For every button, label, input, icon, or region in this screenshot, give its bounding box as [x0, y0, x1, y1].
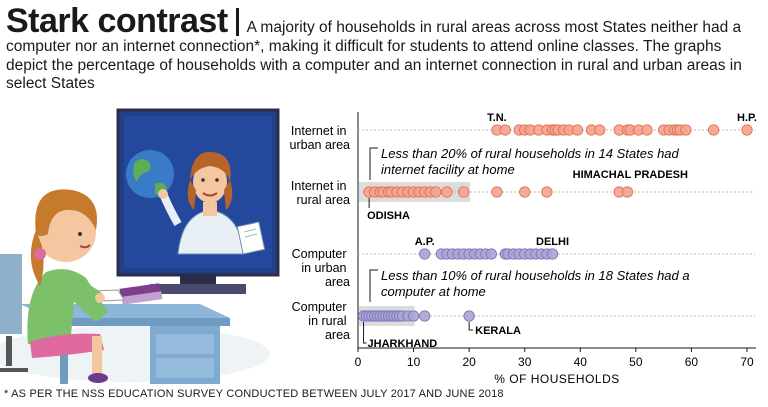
label-himachal-pradesh: HIMACHAL PRADESH — [573, 169, 688, 181]
label-andhra-pradesh: A.P. — [415, 236, 435, 248]
label-jharkhand: JHARKHAND — [368, 338, 438, 350]
label-odisha: ODISHA — [367, 210, 410, 222]
rural-computer-note: Less than 10% of rural households in 18 … — [381, 268, 693, 299]
x-tick-label: 20 — [462, 355, 476, 369]
x-tick-label: 10 — [407, 355, 421, 369]
online-class-illustration — [0, 108, 280, 384]
label-himachal-pradesh-short: H.P. — [737, 112, 757, 124]
data-point — [419, 310, 431, 322]
row-label-computer-urban: Computer in urban area — [292, 247, 350, 289]
data-point — [741, 124, 753, 136]
rural-internet-note: Less than 20% of rural households in 14 … — [381, 146, 682, 177]
data-point — [621, 186, 634, 198]
x-axis-label: % OF HOUSEHOLDS — [494, 372, 620, 386]
label-delhi: DELHI — [536, 236, 569, 248]
rural-internet-note-bracket — [369, 147, 378, 180]
data-point — [546, 248, 559, 260]
data-point — [680, 124, 692, 136]
data-point — [708, 124, 720, 136]
x-tick-label: 30 — [518, 355, 532, 369]
data-point — [407, 310, 420, 322]
data-point — [519, 186, 531, 198]
title-divider — [235, 8, 239, 36]
data-point — [571, 124, 584, 136]
data-point — [491, 186, 503, 198]
row-label-computer-rural: Computer in rural area — [292, 300, 350, 342]
data-point — [485, 248, 498, 260]
data-point — [541, 186, 553, 198]
x-tick-label: 50 — [629, 355, 643, 369]
data-point — [594, 124, 606, 136]
x-tick-label: 70 — [740, 355, 754, 369]
row-label-internet-urban: Internet in urban area — [290, 124, 351, 152]
x-axis-ticks: 0 10 20 30 40 50 60 70 — [355, 348, 754, 369]
data-points — [357, 124, 753, 322]
data-point — [419, 248, 431, 260]
row-label-internet-rural: Internet in rural area — [291, 179, 350, 207]
data-point — [499, 124, 511, 136]
data-point — [441, 186, 453, 198]
label-kerala: KERALA — [475, 325, 521, 337]
data-point — [641, 124, 653, 136]
jharkhand-pointer — [363, 322, 367, 344]
x-tick-label: 0 — [355, 355, 362, 369]
footnote: * AS PER THE NSS EDUCATION SURVEY CONDUC… — [4, 388, 504, 400]
header: Stark contrast A majority of households i… — [6, 4, 764, 94]
rural-computer-note-bracket — [369, 269, 378, 302]
households-dot-plot: Internet in urban area Internet in rural… — [290, 112, 757, 386]
data-point — [430, 186, 442, 198]
data-point — [457, 186, 470, 198]
intro-text: A majority of households in rural areas … — [6, 19, 742, 92]
data-point — [463, 310, 475, 322]
label-tamil-nadu: T.N. — [487, 112, 507, 124]
kerala-pointer — [468, 322, 474, 331]
page-title: Stark contrast — [6, 2, 228, 40]
x-tick-label: 40 — [574, 355, 588, 369]
x-tick-label: 60 — [685, 355, 699, 369]
